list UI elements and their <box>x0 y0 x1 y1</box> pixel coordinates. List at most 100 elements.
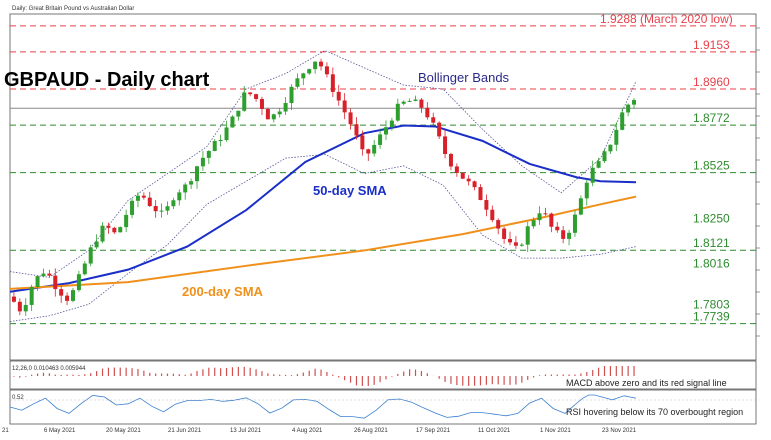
candle-body <box>177 192 182 201</box>
candle-body <box>366 149 371 154</box>
candle-body <box>484 200 489 210</box>
candle-body <box>94 241 99 248</box>
candle-body <box>200 157 205 167</box>
level-label: 1.8016 <box>693 256 730 270</box>
candle-body <box>419 99 424 108</box>
candle-body <box>525 226 530 245</box>
candle-body <box>620 112 625 130</box>
candle-body <box>537 213 542 221</box>
candle-body <box>11 296 16 302</box>
candle-body <box>283 102 288 112</box>
candle-body <box>271 114 276 120</box>
sma50-annotation: 50-day SMA <box>313 183 387 198</box>
macd-note: MACD above zero and its red signal line <box>566 378 727 388</box>
level-label: 1.8960 <box>693 75 730 89</box>
candle-body <box>236 110 241 117</box>
candle-body <box>543 213 548 215</box>
level-label: 1.7803 <box>693 297 730 311</box>
candle-body <box>313 61 318 70</box>
candle-body <box>572 214 577 233</box>
candle-body <box>224 127 229 140</box>
x-tick-label: 23 Nov 2021 <box>602 428 637 434</box>
candle-body <box>242 92 247 111</box>
x-tick-label: 1 Nov 2021 <box>540 428 571 434</box>
x-tick-label: 6 May 2021 <box>44 428 76 434</box>
level-label: 1.9153 <box>693 38 730 52</box>
candlesticks <box>11 58 637 316</box>
candle-body <box>567 232 572 239</box>
candle-body <box>212 141 217 152</box>
candle-body <box>218 139 223 142</box>
price-panel <box>9 13 757 361</box>
x-tick-label: 20 May 2021 <box>106 428 141 434</box>
candle-body <box>230 116 235 128</box>
level-label: 1.9288 (March 2020 low) <box>600 12 733 26</box>
candle-body <box>165 206 170 211</box>
level-label: 1.8772 <box>693 111 730 125</box>
candle-body <box>130 200 135 215</box>
candle-body <box>277 111 282 115</box>
candle-body <box>23 304 28 312</box>
candle-body <box>206 151 211 158</box>
candle-body <box>330 74 335 92</box>
candle-body <box>324 66 329 75</box>
macd-value-label: 12,26,0 0.010463 0.005944 <box>12 366 86 372</box>
candle-body <box>65 295 70 301</box>
candle-body <box>295 78 300 87</box>
rsi-line <box>9 394 637 419</box>
candle-body <box>448 153 453 167</box>
candle-body <box>614 129 619 145</box>
x-tick-label: 17 Sep 2021 <box>416 428 451 434</box>
candle-body <box>395 103 400 121</box>
candle-body <box>354 124 359 136</box>
candle-body <box>466 178 471 182</box>
candle-body <box>608 144 613 152</box>
candle-body <box>437 122 442 137</box>
candle-body <box>248 92 253 95</box>
candle-body <box>259 98 264 109</box>
candle-body <box>478 187 483 201</box>
x-tick-label: 26 Aug 2021 <box>354 428 388 434</box>
candle-body <box>460 172 465 179</box>
candle-body <box>378 134 383 145</box>
candle-body <box>265 108 270 120</box>
level-label: 1.8250 <box>693 211 730 225</box>
rsi-panel <box>9 389 757 425</box>
bollinger-upper <box>9 50 637 278</box>
macd-histogram <box>13 366 635 386</box>
candle-body <box>35 276 40 288</box>
candle-body <box>632 100 637 105</box>
rsi-line <box>9 394 756 419</box>
candle-body <box>100 225 105 242</box>
sma200-annotation: 200-day SMA <box>182 284 264 299</box>
x-tick-label: 21 Jun 2021 <box>168 428 202 434</box>
candle-body <box>189 181 194 185</box>
macd-panel <box>9 360 757 390</box>
candle-body <box>289 86 294 103</box>
candle-body <box>124 214 129 228</box>
level-label: 1.7739 <box>693 310 730 324</box>
candle-body <box>389 120 394 128</box>
candle-body <box>17 301 22 312</box>
candle-body <box>307 69 312 74</box>
candle-body <box>319 61 324 67</box>
candle-body <box>59 289 64 296</box>
x-tick-label: 4 Aug 2021 <box>292 428 323 434</box>
candle-body <box>372 144 377 154</box>
candle-body <box>431 117 436 123</box>
candle-body <box>508 238 513 243</box>
candle-body <box>561 230 566 239</box>
right-axis-ticks <box>756 27 760 337</box>
candle-body <box>496 220 501 229</box>
candle-body <box>342 100 347 113</box>
candle-body <box>502 228 507 239</box>
candle-body <box>348 112 353 125</box>
chart-meta-label: Daily: Great Britain Pound vs Australian… <box>12 6 134 12</box>
candle-body <box>195 166 200 182</box>
x-tick-label: 13 Jul 2021 <box>230 428 262 434</box>
candle-body <box>53 275 58 290</box>
candle-body <box>360 135 365 150</box>
x-tick-label: 21 <box>2 428 9 434</box>
candle-body <box>76 274 81 291</box>
candle-body <box>407 100 412 102</box>
